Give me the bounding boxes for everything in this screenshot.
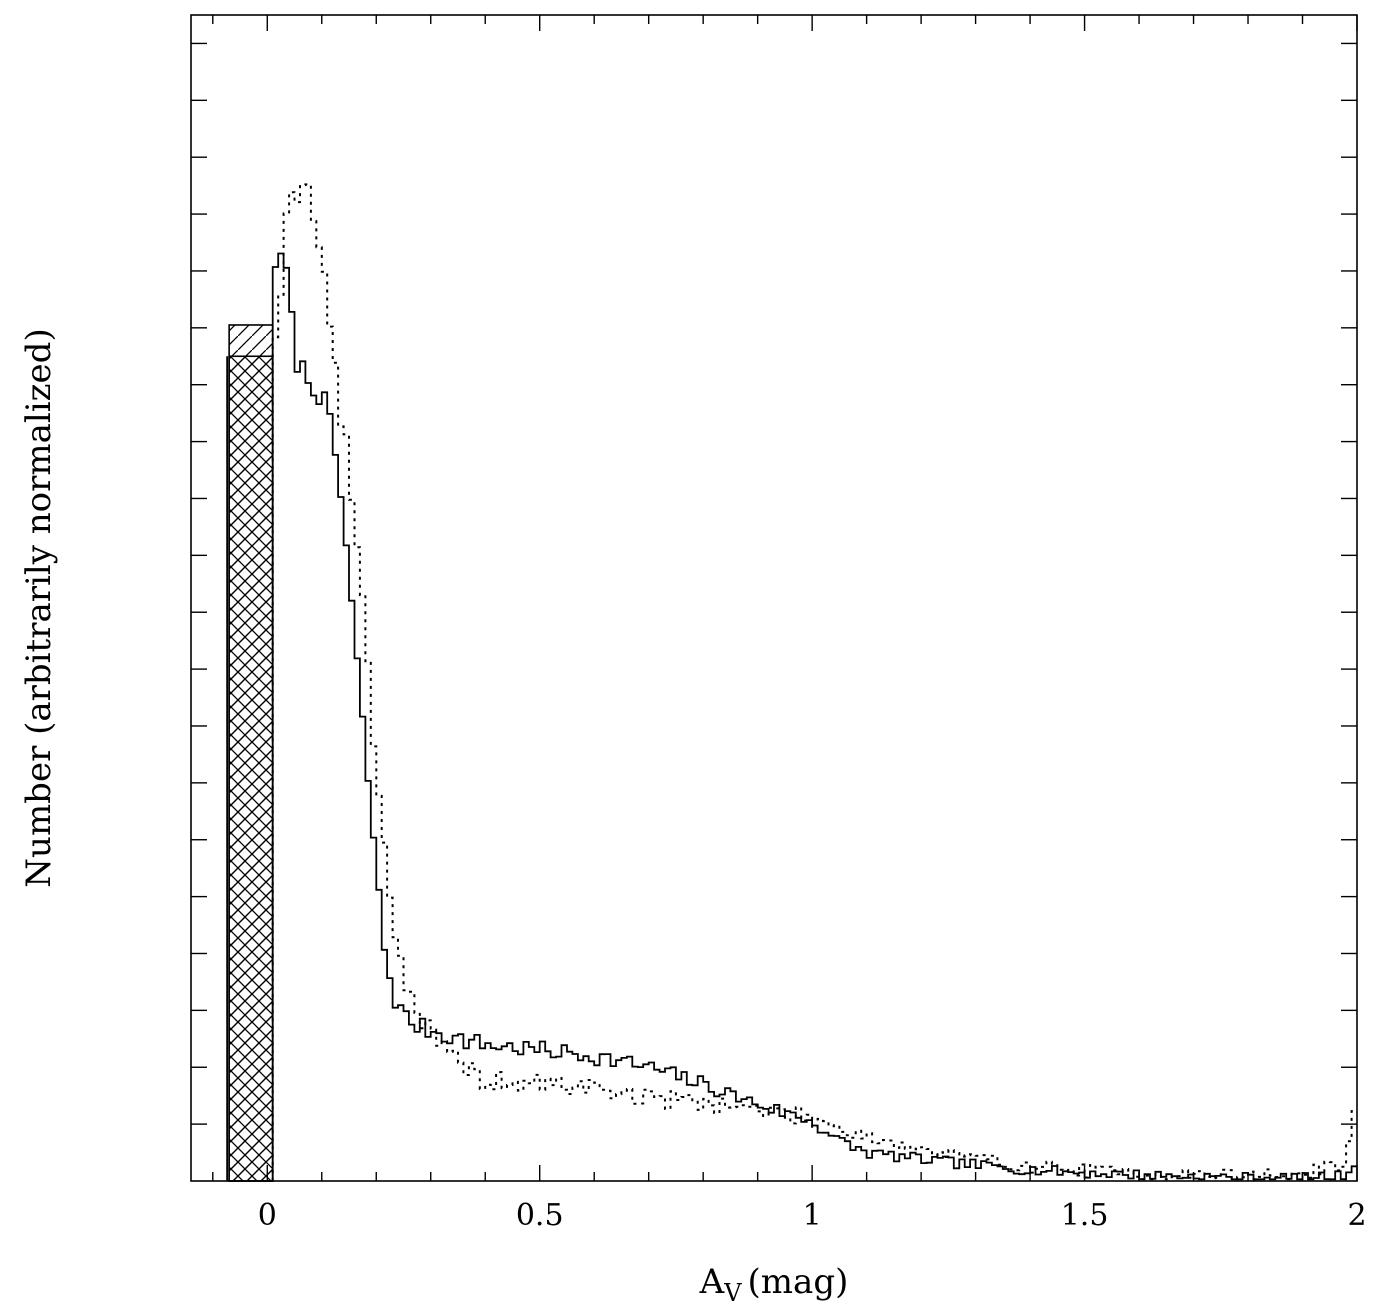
x-tick-label: 2 (1347, 1198, 1366, 1233)
x-axis-label-unit: (mag) (748, 1262, 849, 1302)
x-tick-labels: 0 0.5 1 1.5 2 (258, 1198, 1367, 1233)
crosshatched-bin (228, 355, 274, 1182)
x-axis-label: AV (mag) (699, 1262, 849, 1307)
y-axis-label: Number (arbitrarily normalized) (19, 328, 59, 887)
series-dotted-histogram (271, 183, 1357, 1181)
axis-ticks (191, 15, 1358, 1181)
x-tick-label: 1 (803, 1198, 822, 1233)
x-axis-label-subscript: V (723, 1279, 742, 1307)
x-tick-label: 0.5 (516, 1198, 564, 1233)
x-tick-label: 1.5 (1061, 1198, 1109, 1233)
series-solid-histogram (271, 252, 1357, 1181)
plot-area (226, 183, 1357, 1182)
x-tick-label: 0 (258, 1198, 277, 1233)
plot-frame (190, 14, 1358, 1182)
x-axis-label-main: A (699, 1262, 725, 1302)
